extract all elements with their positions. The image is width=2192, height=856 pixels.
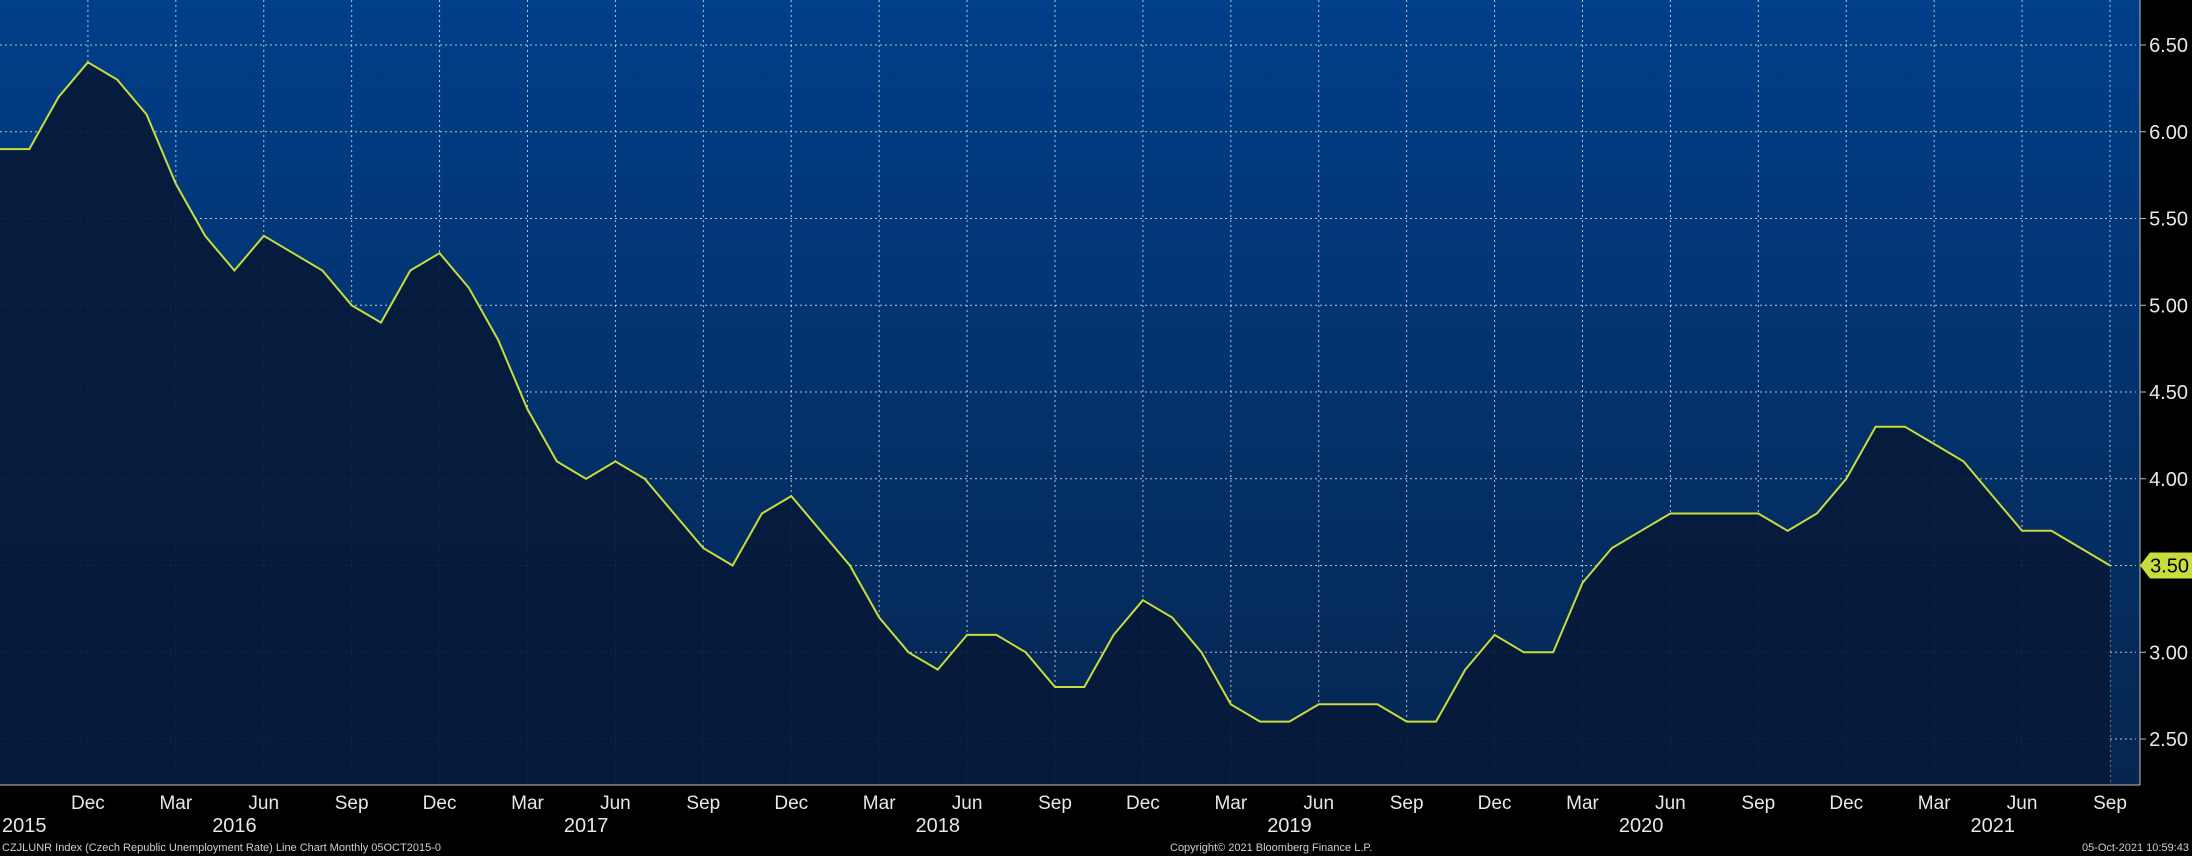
axis-labels: 2.50 3.00 3.50 4.00 4.50 5.00 5.50 6.00 6.50 Dec M… <box>0 0 2192 837</box>
x-year-label: 2016 <box>212 815 257 837</box>
y-tick-label: 2.50 <box>2149 729 2188 751</box>
footer-right-text: 05-Oct-2021 10:59:43 <box>2082 842 2189 854</box>
x-month-label: Dec <box>1829 793 1863 814</box>
y-tick-label: 5.50 <box>2149 209 2188 231</box>
x-year-label: 2015 <box>2 815 47 837</box>
x-month-label: Jun <box>2007 793 2038 814</box>
x-month-label: Sep <box>2093 793 2127 814</box>
y-tick-label: 5.00 <box>2149 295 2188 317</box>
y-tick-label: 4.00 <box>2149 469 2188 491</box>
y-tick-label: 4.50 <box>2149 382 2188 404</box>
x-month-label: Mar <box>1214 793 1247 814</box>
x-month-label: Jun <box>248 793 279 814</box>
x-month-label: Dec <box>423 793 457 814</box>
x-year-label: 2021 <box>1971 815 2016 837</box>
x-month-label: Mar <box>1566 793 1599 814</box>
x-month-label: Dec <box>774 793 808 814</box>
x-month-label: Sep <box>686 793 720 814</box>
x-month-label: Sep <box>1741 793 1775 814</box>
x-month-label: Jun <box>1303 793 1334 814</box>
x-month-label: Mar <box>159 793 192 814</box>
x-month-label: Jun <box>952 793 983 814</box>
x-month-label: Sep <box>335 793 369 814</box>
x-year-label: 2017 <box>564 815 609 837</box>
x-month-label: Sep <box>1390 793 1424 814</box>
x-month-label: Jun <box>600 793 631 814</box>
x-year-label: 2020 <box>1619 815 1664 837</box>
footer-left-text: CZJLUNR Index (Czech Republic Unemployme… <box>2 842 441 854</box>
series-line <box>0 61 2111 723</box>
y-tick-label: 6.00 <box>2149 122 2188 144</box>
x-month-label: Sep <box>1038 793 1072 814</box>
last-value-tag-bg <box>2140 552 2192 579</box>
x-year-label: 2019 <box>1267 815 1312 837</box>
x-month-label: Dec <box>1126 793 1160 814</box>
last-value-tag: 3.50 <box>2140 552 2192 579</box>
footer: CZJLUNR Index (Czech Republic Unemployme… <box>2 842 2189 854</box>
x-year-label: 2018 <box>916 815 961 837</box>
y-tick-label: 3.00 <box>2149 642 2188 664</box>
x-month-label: Dec <box>1478 793 1512 814</box>
y-tick-label: 6.50 <box>2149 35 2188 57</box>
x-month-label: Dec <box>71 793 105 814</box>
x-month-label: Mar <box>863 793 896 814</box>
x-month-label: Mar <box>511 793 544 814</box>
x-month-label: Jun <box>1655 793 1686 814</box>
area-fill <box>0 62 2110 786</box>
footer-center-text: Copyright© 2021 Bloomberg Finance L.P. <box>1170 842 1372 854</box>
x-month-label: Mar <box>1918 793 1951 814</box>
last-value-label: 3.50 <box>2150 556 2189 578</box>
